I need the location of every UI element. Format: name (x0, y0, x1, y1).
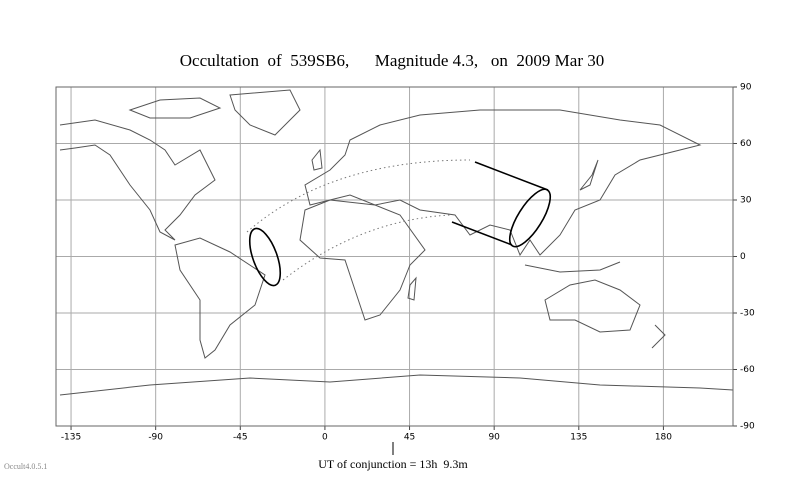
path-limit (474, 161, 549, 191)
arctic-islands (128, 97, 222, 119)
y-tick-label: 90 (740, 83, 752, 93)
version-label: Occult4.0.5.1 (4, 462, 47, 471)
indonesia (524, 261, 621, 273)
occultation-path (246, 159, 552, 287)
uk (311, 148, 323, 171)
y-tick-label: -30 (740, 309, 755, 319)
grid (56, 86, 737, 430)
x-tick-label: 90 (488, 433, 500, 443)
shadow-ellipse (248, 227, 282, 287)
australia (544, 279, 641, 333)
africa (299, 199, 426, 321)
greenland (229, 89, 301, 136)
coastlines (59, 89, 734, 396)
x-tick-label: -135 (61, 433, 81, 443)
y-tick-label: -90 (740, 422, 755, 432)
y-tick-label: 0 (740, 252, 746, 262)
path-limit-dotted (246, 159, 471, 233)
path-limit (451, 221, 513, 246)
north-america (59, 119, 216, 241)
path-limit-dotted (282, 214, 451, 281)
x-tick-label: -45 (233, 433, 248, 443)
conjunction-label: UT of conjunction = 13h 9.3m (318, 457, 468, 471)
eurasia (304, 109, 702, 257)
y-tick-label: 30 (740, 196, 752, 206)
map-frame (55, 86, 734, 427)
antarctica (59, 374, 734, 396)
x-tick-label: 180 (655, 433, 672, 443)
y-tick-label: -60 (740, 365, 755, 375)
y-tick-label: 60 (740, 139, 752, 149)
title: Occultation of 539SB6, Magnitude 4.3, on… (180, 51, 605, 70)
x-tick-label: -90 (148, 433, 163, 443)
madagascar (407, 276, 417, 301)
japan (579, 159, 599, 191)
shadow-ellipse (508, 188, 552, 248)
x-tick-label: 45 (404, 433, 415, 443)
new-zealand (651, 324, 666, 349)
x-tick-label: 0 (322, 433, 328, 443)
x-tick-label: 135 (570, 433, 587, 443)
south-america (174, 237, 266, 359)
